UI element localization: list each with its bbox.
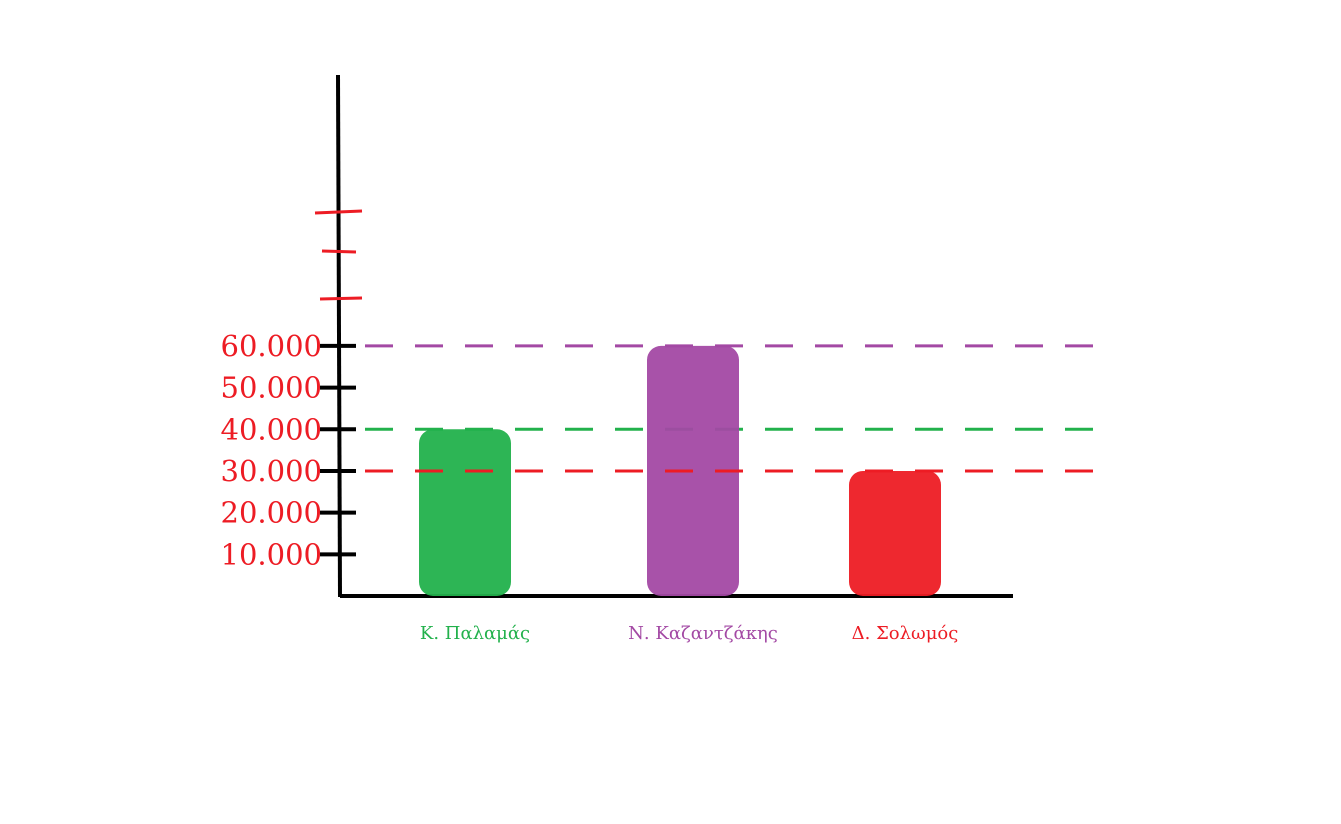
bar xyxy=(849,470,941,596)
bar xyxy=(419,429,511,596)
extra-tick xyxy=(321,249,357,254)
y-tick-label: 50.000 xyxy=(221,371,322,405)
x-tick-label: Κ. Παλαμάς xyxy=(420,623,530,644)
x-tick-label: Δ. Σολωμός xyxy=(852,623,959,644)
extra-tick xyxy=(314,209,363,215)
y-tick-label: 60.000 xyxy=(221,329,322,363)
y-tick-label: 10.000 xyxy=(221,537,322,571)
extra-tick xyxy=(319,296,363,301)
y-tick-label: 20.000 xyxy=(221,496,322,530)
y-tick-label: 40.000 xyxy=(221,412,322,446)
y-axis xyxy=(336,74,342,598)
x-tick-label: Ν. Καζαντζάκης xyxy=(628,623,778,644)
y-tick-label: 30.000 xyxy=(221,454,322,488)
